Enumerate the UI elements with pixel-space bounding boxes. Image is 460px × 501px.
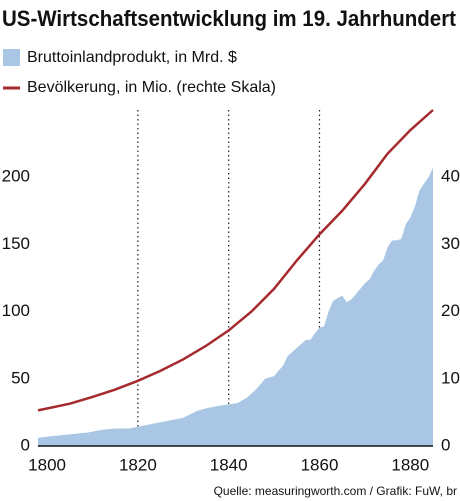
- y2-tick-label: 30: [441, 234, 460, 253]
- legend-label: Bruttoinlandprodukt, in Mrd. $: [27, 49, 237, 66]
- area: [38, 167, 433, 447]
- y2-tick-label: 20: [441, 301, 460, 320]
- x-tick-label: 1880: [391, 455, 429, 474]
- y-tick-label: 0: [21, 435, 30, 454]
- x-tick-label: 1800: [28, 455, 66, 474]
- x-tick-label: 1820: [119, 455, 157, 474]
- line: [37, 109, 434, 412]
- chart-title: US-Wirtschaftsentwicklung im 19. Jahrhun…: [2, 6, 457, 31]
- y-tick-label: 150: [2, 234, 30, 253]
- x-tick-label: 1860: [301, 455, 339, 474]
- legend-label: Bevölkerung, in Mio. (rechte Skala): [27, 79, 276, 96]
- source: Quelle: measuringworth.com / Grafik: FuW…: [214, 484, 457, 498]
- y2-tick-label: 0: [441, 435, 450, 454]
- x-tick-label: 1840: [210, 455, 248, 474]
- legend-swatch: [3, 49, 20, 66]
- y2-tick-label: 10: [441, 368, 460, 387]
- y-tick-label: 100: [2, 301, 30, 320]
- y2-tick-label: 40: [441, 167, 460, 186]
- y-tick-label: 50: [11, 368, 30, 387]
- y-tick-label: 200: [2, 167, 30, 186]
